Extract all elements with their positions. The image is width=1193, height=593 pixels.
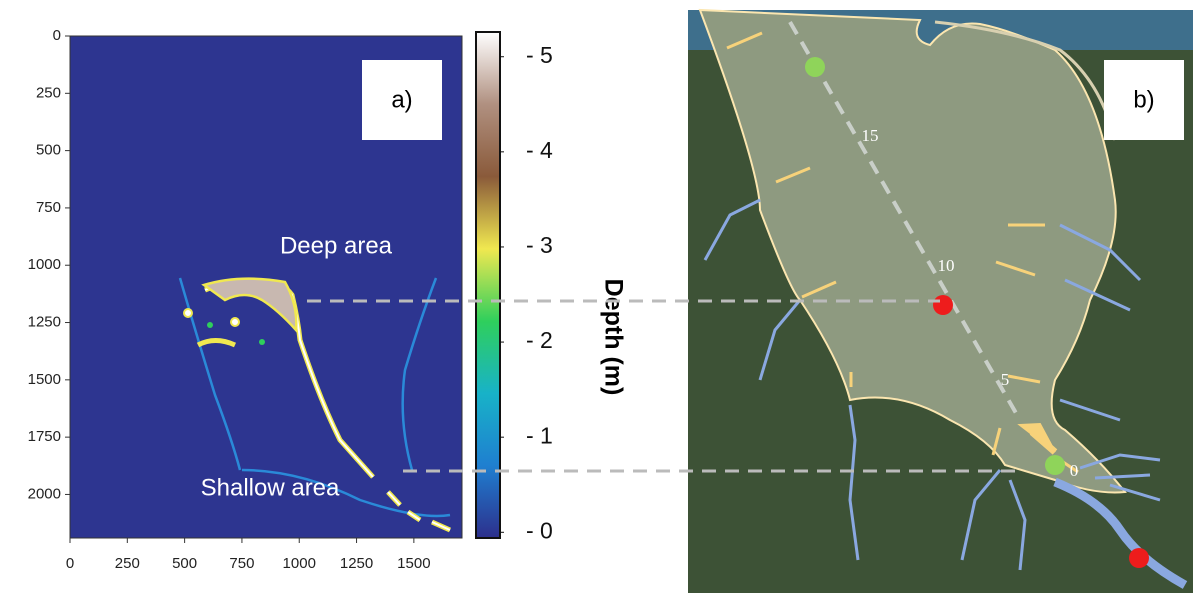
x-tick-label: 500 [172, 555, 197, 572]
y-tick-label: 1750 [28, 428, 61, 445]
distance-marker: 10 [938, 256, 955, 275]
colorbar-tick-label: - 3 [526, 232, 553, 258]
distance-marker: 15 [862, 126, 879, 145]
y-tick-label: 1250 [28, 313, 61, 330]
colorbar-tick-label: - 2 [526, 327, 553, 353]
y-tick-label: 750 [36, 199, 61, 216]
x-tick-label: 1250 [340, 555, 373, 572]
x-tick-label: 1000 [283, 555, 316, 572]
colorbar-tick-label: - 4 [526, 137, 553, 163]
panel-label: a) [391, 86, 412, 113]
y-tick-label: 0 [53, 27, 61, 44]
y-tick-label: 2000 [28, 485, 61, 502]
colorbar-label: Depth (m) [599, 279, 627, 396]
y-tick-label: 500 [36, 142, 61, 159]
x-tick-label: 0 [66, 555, 74, 572]
x-tick-label: 250 [115, 555, 140, 572]
x-tick-label: 750 [229, 555, 254, 572]
colorbar-tick-label: - 1 [526, 422, 553, 448]
colorbar-tick-label: - 0 [526, 517, 553, 543]
x-tick-label: 1500 [397, 555, 430, 572]
distance-marker: 0 [1070, 461, 1079, 480]
figure: a) Deep area Shallow area Depth (m) [0, 0, 1193, 593]
annotation: Shallow area [201, 474, 340, 501]
annotation: Deep area [280, 232, 393, 259]
distance-marker: 5 [1001, 370, 1010, 389]
y-tick-label: 1500 [28, 371, 61, 388]
colorbar-tick-label: - 5 [526, 42, 553, 68]
y-tick-label: 1000 [28, 256, 61, 273]
panel-label: b) [1133, 86, 1154, 113]
colorbar [476, 32, 500, 538]
page: a) Deep area Shallow area Depth (m) [0, 0, 1193, 593]
y-tick-label: 250 [36, 84, 61, 101]
